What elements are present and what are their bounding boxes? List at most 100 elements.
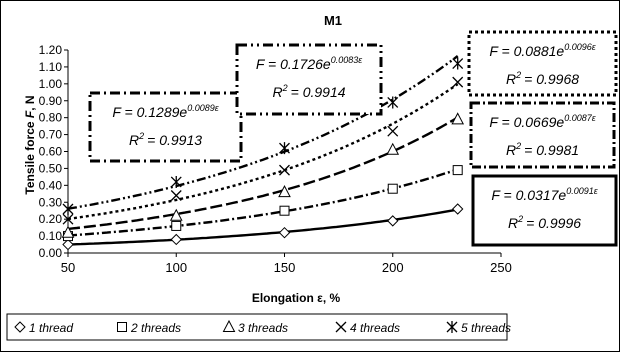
point-s2-3-shape: [279, 205, 290, 216]
r-squared-symbol: R: [506, 71, 516, 87]
r-squared: R2 = 0.9968: [506, 70, 579, 87]
point-s1-3-shape: [278, 226, 291, 239]
legend-marker-4-shape: [335, 321, 347, 333]
r-squared: R2 = 0.9996: [508, 214, 581, 231]
x-tick-label: 150: [274, 260, 296, 275]
point-s2-5-shape: [452, 165, 463, 176]
point-s2-4-shape: [387, 183, 398, 194]
x-tick-label: 50: [61, 260, 75, 275]
point-s5-5-shape: [452, 57, 464, 70]
point-s5-1-shape: [62, 203, 74, 216]
equation-frame: [469, 101, 616, 169]
y-tick-label: 1.20: [39, 43, 63, 57]
legend: 1 thread 2 threads 3 threads 4 threads 5 thr…: [6, 313, 511, 341]
point-s1-1: [62, 238, 74, 251]
legend-marker-5: [446, 321, 458, 333]
point-s1-4: [387, 215, 399, 227]
equation-box-5: F = 0.0881e0.0096ε R2 = 0.9968: [467, 30, 618, 97]
point-s3-5-shape: [451, 112, 465, 125]
fit-equation-exponent: 0.0091ε: [566, 186, 599, 196]
fit-curve-5: [67, 116, 459, 231]
r-squared-value: = 0.9996: [526, 215, 581, 231]
legend-marker-4: [335, 321, 347, 333]
equation-box-3: F = 0.1289e0.0089ε R2 = 0.9913: [88, 91, 243, 163]
r-squared-symbol: R: [508, 215, 518, 231]
y-tick-label: 0.00: [39, 246, 63, 260]
fit-equation-exponent: 0.0087ε: [564, 113, 597, 123]
fit-equation-exponent: 0.0096ε: [564, 42, 597, 52]
fit-curve-4: [67, 55, 459, 210]
legend-marker-2-shape: [117, 322, 127, 332]
fit-equation: F = 0.0317e0.0091ε: [491, 186, 598, 203]
x-tick-label: 100: [165, 260, 187, 275]
fit-equation-exponent: 0.0083ε: [331, 55, 364, 65]
legend-marker-1: [14, 321, 26, 333]
y-tick-label: 1.10: [39, 60, 63, 74]
r-squared-sup: 2: [515, 70, 521, 80]
equation-frame: [467, 30, 618, 97]
fit-equation: F = 0.1726e0.0083ε: [256, 55, 363, 72]
fit-equation-base: F = 0.0669e: [489, 114, 564, 130]
point-s4-5-shape: [452, 76, 464, 88]
data-markers: [61, 57, 465, 251]
point-s4-1: [62, 213, 74, 225]
fit-equation: F = 0.0669e0.0087ε: [489, 113, 596, 130]
legend-item-3: 3 threads: [222, 319, 288, 335]
r-squared-sup: 2: [282, 83, 288, 93]
legend-marker-3-shape: [222, 319, 236, 332]
legend-item-5: 5 threads: [446, 321, 511, 335]
point-s2-4: [387, 183, 398, 194]
equation-box-2: F = 0.0669e0.0087ε R2 = 0.9981: [469, 101, 616, 169]
point-s4-2-shape: [170, 190, 182, 201]
y-tick-label: 0.60: [39, 145, 63, 159]
fit-equation-base: F = 0.1289e: [112, 104, 187, 120]
point-s2-2-shape: [171, 220, 182, 231]
legend-marker-1-shape: [14, 321, 26, 333]
r-squared-sup: 2: [138, 131, 144, 141]
legend-item-2: 2 threads: [117, 321, 181, 335]
equation-box-1: F = 0.0317e0.0091ε R2 = 0.9996: [471, 174, 618, 247]
r-squared-sup: 2: [515, 141, 521, 151]
fit-curve-3: [67, 83, 459, 221]
point-s5-4: [387, 96, 399, 109]
r-squared: R2 = 0.9981: [506, 141, 579, 158]
point-s1-2-shape: [170, 233, 182, 246]
point-s4-4: [387, 125, 399, 137]
y-axis-label-var: F: [23, 110, 37, 118]
point-s3-1-shape: [61, 225, 75, 238]
r-squared-symbol: R: [129, 132, 139, 148]
y-tick-label: 0.90: [39, 94, 63, 108]
point-s1-1-shape: [62, 238, 74, 251]
point-s3-5: [451, 112, 465, 125]
point-s3-2: [169, 208, 183, 221]
point-s5-3: [279, 142, 290, 155]
y-tick-label: 0.20: [39, 212, 63, 226]
fit-equation: F = 0.1289e0.0089ε: [112, 103, 219, 120]
y-tick-label: 0.80: [39, 111, 63, 125]
equation-frame: [235, 43, 383, 116]
r-squared-symbol: R: [506, 142, 516, 158]
fit-equation-base: F = 0.1726e: [256, 56, 331, 72]
x-axis-label: Elongation ε, %: [252, 291, 341, 305]
point-s5-3-shape: [279, 142, 290, 155]
point-s2-2: [171, 220, 182, 231]
point-s2-3: [279, 205, 290, 216]
point-s5-5: [452, 57, 464, 70]
r-squared-value: = 0.9914: [291, 84, 346, 100]
y-tick-label: 0.40: [39, 178, 63, 192]
y-tick-label: 0.50: [39, 161, 63, 175]
fit-equation-base: F = 0.0317e: [491, 187, 566, 203]
y-axis-label-text: Tensile force: [23, 118, 37, 194]
x-tick-label: 250: [490, 260, 512, 275]
x-tick-label: 200: [382, 260, 404, 275]
legend-frame: [6, 313, 508, 341]
legend-item-1: 1 thread: [14, 321, 73, 335]
point-s3-2-shape: [169, 208, 183, 221]
fit-equation-exponent: 0.0089ε: [187, 103, 220, 113]
equation-frame: [88, 91, 243, 163]
legend-marker-2: [117, 322, 127, 332]
point-s4-3: [279, 164, 290, 176]
point-s3-4: [386, 142, 400, 155]
